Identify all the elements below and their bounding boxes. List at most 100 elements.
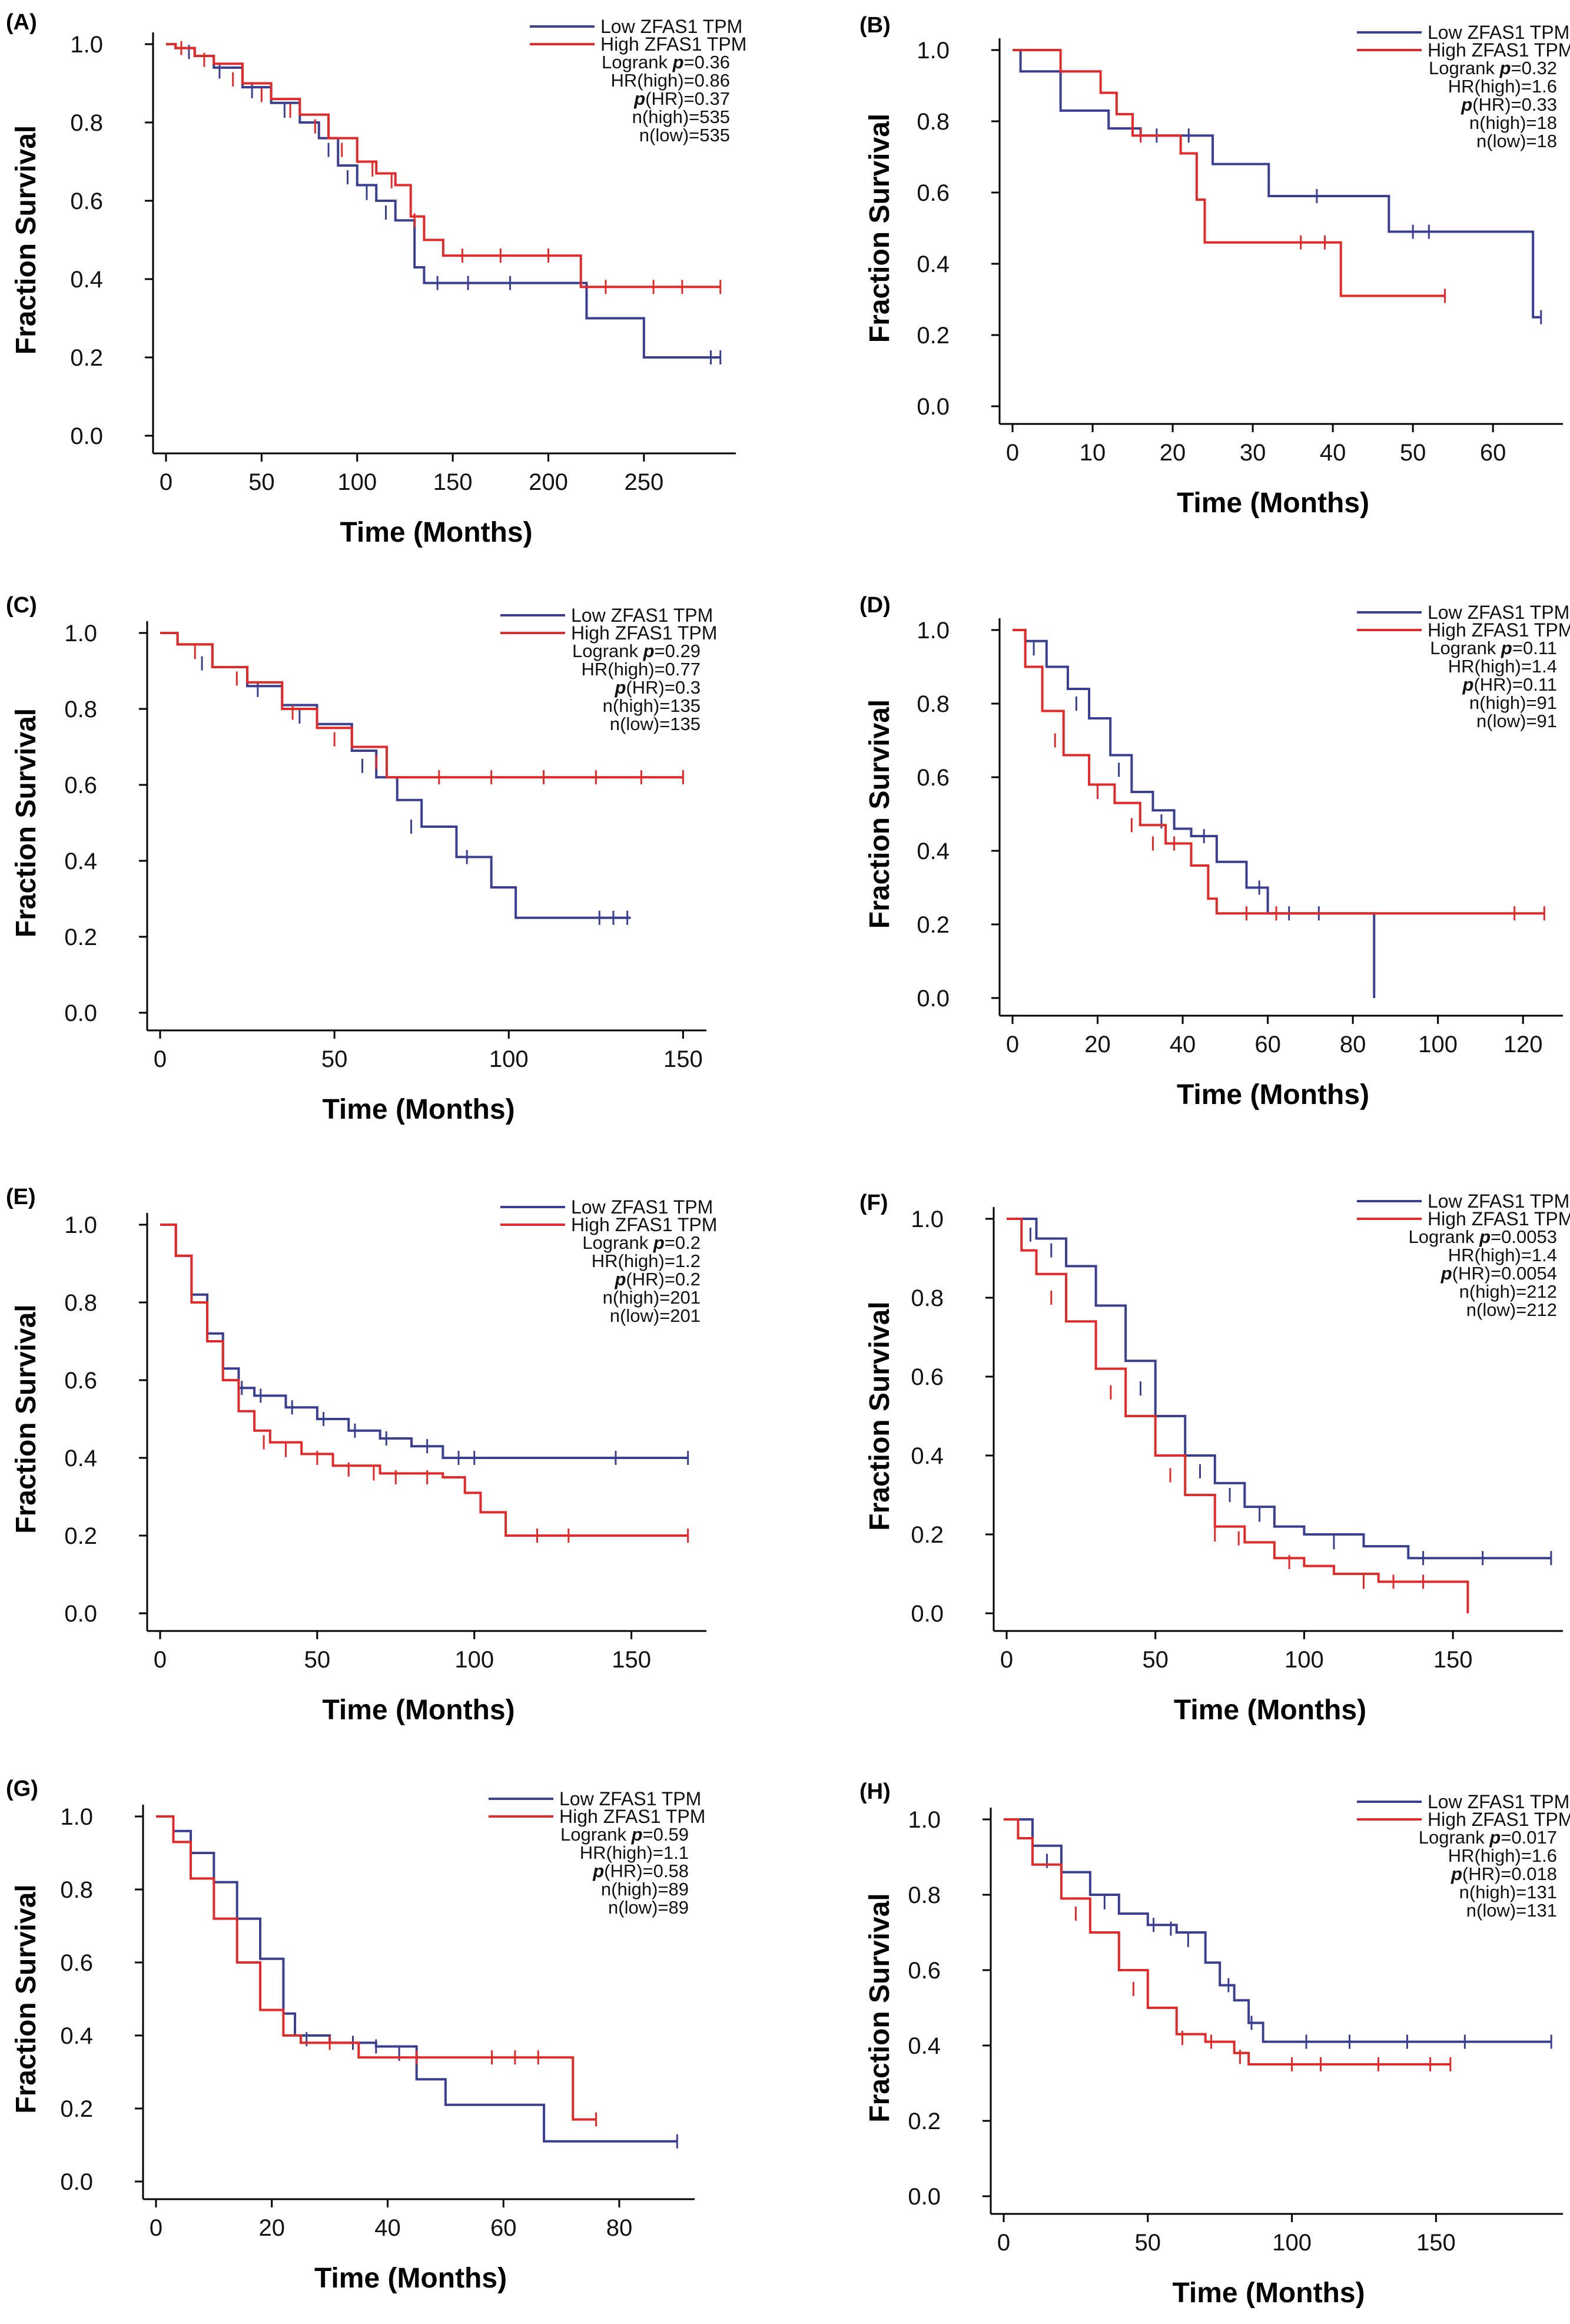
legend-high-label: High ZFAS1 TPM	[1428, 39, 1570, 61]
y-tick-label: 0.0	[911, 1601, 944, 1627]
x-tick-label: 0	[997, 2230, 1010, 2256]
stat-line: HR(high)=0.77	[582, 659, 701, 679]
panel-c: (C) 0.0 0.2 0.4 0.6 0.8 1.0 0 50 100 150 Time (Mont…	[6, 593, 717, 1125]
y-tick-label: 1.0	[60, 1804, 93, 1830]
x-axis-title: Time (Months)	[340, 517, 532, 548]
x-tick-label: 50	[1400, 440, 1426, 466]
y-tick-label: 0.6	[908, 1958, 941, 1984]
high-tpm-curve	[160, 1224, 688, 1537]
x-tick-label: 150	[663, 1046, 703, 1072]
stat-line: n(high)=89	[601, 1879, 689, 1899]
x-axis-title: Time (Months)	[1174, 1695, 1366, 1726]
y-axis-title: Fraction Survival	[864, 1893, 895, 2122]
y-tick-label: 0.0	[908, 2184, 941, 2210]
stat-line: n(low)=212	[1466, 1299, 1557, 1320]
stat-line: HR(high)=1.6	[1448, 1845, 1557, 1866]
x-axis-title: Time (Months)	[322, 1695, 515, 1726]
y-tick-label: 0.4	[70, 267, 103, 293]
x-tick-label: 150	[433, 469, 473, 495]
y-tick-label: 0.0	[917, 986, 950, 1012]
y-tick-label: 1.0	[64, 1212, 97, 1238]
y-tick-label: 0.8	[917, 109, 950, 135]
x-tick-label: 120	[1503, 1032, 1543, 1057]
panel-b: (B) 0.0 0.2 0.4 0.6 0.8 1.0 0 10 20 30 40 50 60 Time (…	[859, 13, 1570, 519]
x-tick-label: 0	[1006, 440, 1019, 466]
y-tick-label: 0.6	[911, 1364, 944, 1390]
x-tick-label: 0	[150, 2215, 162, 2241]
stat-line: n(low)=131	[1466, 1900, 1557, 1921]
legend-low-label: Low ZFAS1 TPM	[571, 1196, 713, 1218]
x-axis-title: Time (Months)	[314, 2263, 507, 2294]
low-tpm-curve	[160, 1224, 688, 1459]
y-tick-label: 0.2	[917, 323, 950, 349]
legend-low-label: Low ZFAS1 TPM	[559, 1788, 701, 1809]
panel-label: (B)	[859, 13, 891, 38]
high-tpm-curve	[1007, 1218, 1469, 1613]
x-tick-label: 100	[489, 1046, 529, 1072]
stat-line: n(high)=535	[632, 107, 730, 127]
legend-low-label: Low ZFAS1 TPM	[1428, 22, 1569, 43]
stat-line: p(HR)=0.018	[1450, 1864, 1557, 1884]
stat-line: Logrank p=0.59	[560, 1824, 689, 1845]
stat-line: Logrank p=0.32	[1429, 58, 1557, 78]
x-tick-label: 0	[1000, 1647, 1013, 1673]
x-tick-label: 50	[248, 469, 275, 495]
y-axis-title: Fraction Survival	[11, 1884, 42, 2113]
stat-line: p(HR)=0.58	[592, 1861, 689, 1881]
x-tick-label: 0	[1006, 1032, 1019, 1057]
stat-line: Logrank p=0.29	[572, 641, 701, 661]
panel-label: (C)	[6, 593, 37, 618]
y-tick-label: 0.6	[60, 1950, 93, 1976]
y-tick-label: 0.2	[917, 912, 950, 938]
panel-f: (F) 0.0 0.2 0.4 0.6 0.8 1.0 0 50 100 150 Time (Mont…	[859, 1191, 1570, 1726]
y-tick-label: 0.0	[70, 423, 103, 449]
y-tick-label: 1.0	[917, 38, 950, 64]
stat-line: Logrank p=0.11	[1430, 638, 1557, 658]
x-tick-label: 0	[160, 469, 172, 495]
y-tick-label: 0.0	[64, 1000, 97, 1026]
stat-line: n(high)=135	[603, 695, 701, 716]
x-axis-title: Time (Months)	[1177, 488, 1369, 519]
y-axis-title: Fraction Survival	[11, 708, 42, 937]
stat-line: n(low)=201	[610, 1305, 701, 1326]
x-tick-label: 100	[454, 1647, 494, 1673]
x-tick-label: 0	[154, 1647, 167, 1673]
stat-line: n(low)=91	[1476, 711, 1557, 731]
x-tick-label: 60	[1254, 1032, 1281, 1057]
legend-low-label: Low ZFAS1 TPM	[1428, 602, 1569, 623]
x-tick-label: 80	[1340, 1032, 1366, 1057]
x-axis-title: Time (Months)	[322, 1094, 515, 1125]
x-tick-label: 100	[1284, 1647, 1324, 1673]
panel-e: (E) 0.0 0.2 0.4 0.6 0.8 1.0 0 50 100 150 Time (Mont…	[6, 1185, 717, 1726]
x-tick-label: 20	[258, 2215, 285, 2241]
panel-label: (D)	[859, 593, 891, 618]
x-tick-label: 100	[1418, 1032, 1458, 1057]
x-tick-label: 50	[304, 1647, 331, 1673]
stat-line: p(HR)=0.2	[614, 1269, 701, 1289]
legend-high-label: High ZFAS1 TPM	[1428, 1809, 1570, 1830]
stat-line: Logrank p=0.017	[1419, 1827, 1557, 1848]
legend-high-label: High ZFAS1 TPM	[559, 1806, 705, 1827]
stat-line: HR(high)=0.86	[611, 70, 730, 91]
high-tpm-curve	[1013, 49, 1445, 297]
y-tick-label: 0.0	[917, 394, 950, 420]
y-tick-label: 0.8	[917, 691, 950, 717]
y-axis-title: Fraction Survival	[864, 114, 895, 343]
x-tick-label: 200	[529, 469, 568, 495]
y-tick-label: 1.0	[908, 1807, 941, 1833]
legend-low-label: Low ZFAS1 TPM	[600, 16, 742, 37]
x-tick-label: 250	[624, 469, 663, 495]
stat-line: HR(high)=1.1	[580, 1842, 689, 1863]
y-tick-label: 0.4	[60, 2023, 93, 2049]
x-tick-label: 50	[1135, 2230, 1161, 2256]
x-tick-label: 40	[1320, 440, 1346, 466]
y-tick-label: 0.8	[911, 1285, 944, 1311]
x-tick-label: 150	[1433, 1647, 1473, 1673]
y-tick-label: 0.8	[70, 110, 103, 136]
x-tick-label: 40	[374, 2215, 401, 2241]
x-tick-label: 50	[321, 1046, 348, 1072]
y-tick-label: 0.8	[60, 1877, 93, 1903]
high-tpm-curve	[1013, 629, 1545, 915]
y-tick-label: 0.4	[911, 1443, 944, 1469]
x-tick-label: 30	[1240, 440, 1266, 466]
